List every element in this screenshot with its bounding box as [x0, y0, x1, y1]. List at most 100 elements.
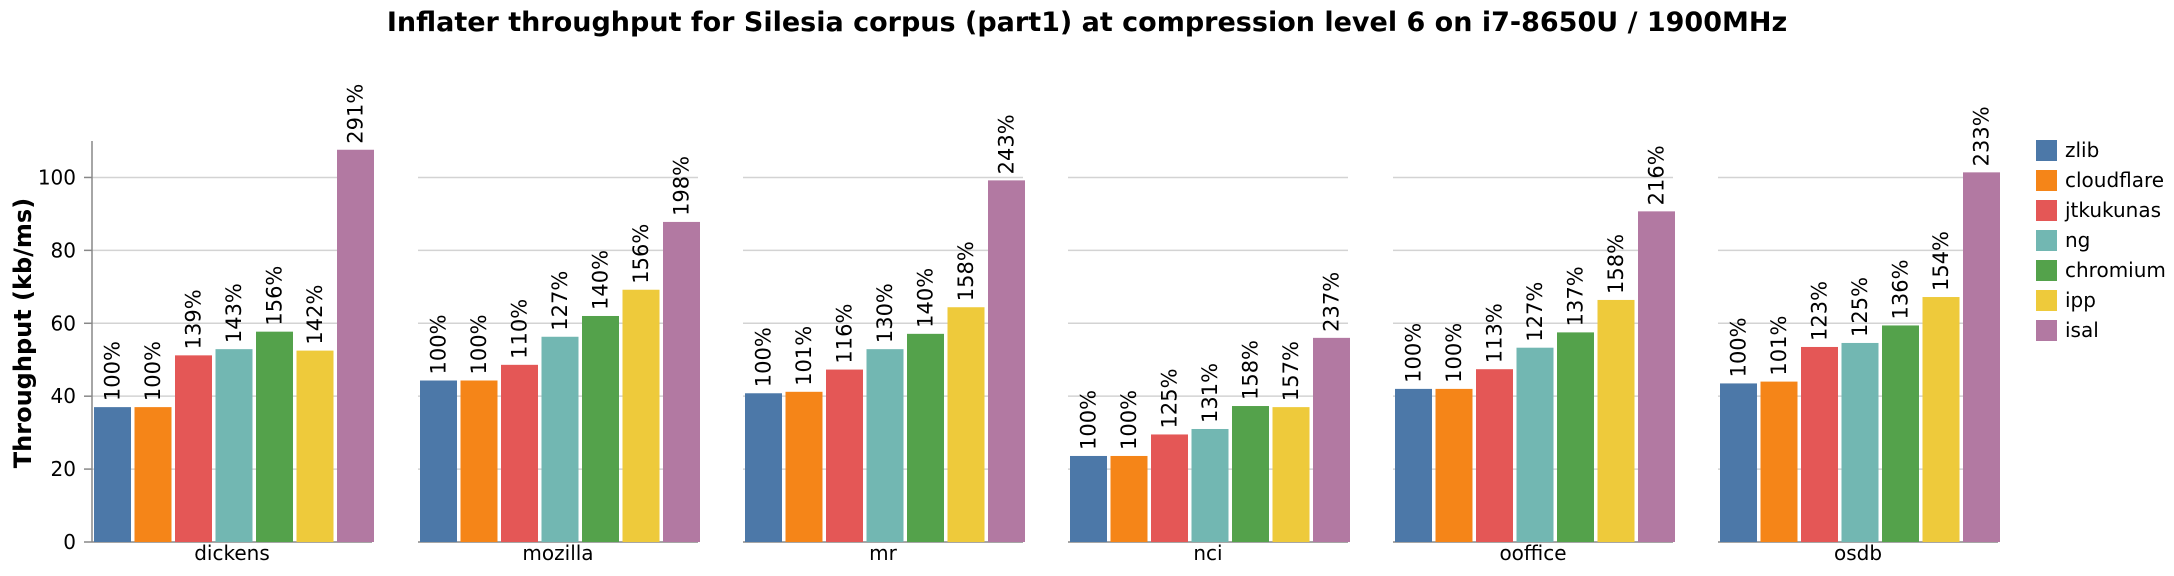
bar-ng-osdb — [1841, 342, 1879, 542]
data-label: 158% — [1239, 340, 1263, 400]
data-label: 100% — [1077, 390, 1101, 450]
data-label: 131% — [1198, 363, 1222, 423]
data-label: 125% — [1848, 277, 1872, 337]
bar-isal-nci — [1313, 337, 1350, 542]
legend-label-zlib: zlib — [2065, 138, 2099, 162]
bar-ipp-mr — [947, 307, 985, 542]
bar-isal-ooffice — [1638, 211, 1675, 542]
category-label-ooffice: ooffice — [1499, 541, 1566, 565]
data-label: 198% — [670, 156, 694, 216]
bar-jtkukunas-mozilla — [501, 364, 538, 542]
data-label: 237% — [1320, 272, 1344, 332]
bar-zlib-nci — [1070, 455, 1107, 542]
data-label: 139% — [182, 289, 206, 349]
bars — [94, 149, 2000, 543]
bar-isal-osdb — [1963, 172, 2000, 543]
y-axis: 0 20 40 60 80 100 — [38, 141, 93, 554]
data-label: 137% — [1564, 266, 1588, 326]
data-label: 100% — [1727, 317, 1751, 377]
data-label: 101% — [792, 326, 816, 386]
data-label: 100% — [101, 341, 125, 401]
bar-chromium-dickens — [256, 331, 293, 542]
bar-ipp-ooffice — [1597, 299, 1635, 542]
bar-zlib-dickens — [94, 407, 131, 542]
data-label: 156% — [629, 224, 653, 284]
y-tick-label: 100 — [38, 165, 76, 189]
chart-title: Inflater throughput for Silesia corpus (… — [387, 7, 1787, 38]
data-label: 100% — [752, 327, 776, 387]
data-label: 140% — [589, 250, 613, 310]
data-label: 130% — [873, 283, 897, 343]
bar-ipp-nci — [1272, 407, 1310, 542]
legend-label-chromium: chromium — [2065, 258, 2166, 282]
data-label: 116% — [833, 304, 857, 364]
category-label-nci: nci — [1193, 541, 1222, 565]
category-labels: dickens mozilla mr nci ooffice osdb — [194, 541, 1882, 565]
legend-swatch-jtkukunas — [2036, 200, 2057, 221]
legend-swatch-isal — [2036, 320, 2057, 341]
legend-swatch-zlib — [2036, 140, 2057, 161]
data-label: 125% — [1158, 368, 1182, 428]
bar-ng-dickens — [215, 349, 253, 542]
data-label: 136% — [1889, 259, 1913, 319]
data-label: 233% — [1970, 106, 1994, 166]
bar-zlib-mozilla — [420, 380, 457, 542]
bar-ipp-osdb — [1922, 297, 1960, 542]
data-label: 100% — [467, 314, 491, 374]
data-label: 101% — [1767, 316, 1791, 376]
category-label-mozilla: mozilla — [522, 541, 593, 565]
data-labels: 100% 100% 139% 143% 156% 142% 291% 100% 100% 110%… — [101, 84, 1994, 450]
bar-chromium-osdb — [1882, 325, 1919, 542]
data-label: 123% — [1808, 281, 1832, 341]
category-label-mr: mr — [869, 541, 897, 565]
legend: zlib cloudflare jtkukunas ng chromium ipp isal — [2036, 138, 2166, 342]
bar-cloudflare-osdb — [1760, 381, 1798, 542]
bar-ipp-mozilla — [622, 289, 660, 542]
y-tick-label: 60 — [51, 311, 76, 335]
bar-ipp-dickens — [296, 350, 334, 542]
y-tick-label: 20 — [51, 457, 76, 481]
category-label-osdb: osdb — [1834, 541, 1882, 565]
gridlines — [92, 176, 1998, 543]
bar-jtkukunas-dickens — [175, 355, 212, 542]
bar-chromium-nci — [1232, 406, 1269, 542]
legend-label-ng: ng — [2065, 228, 2090, 252]
data-label: 127% — [548, 271, 572, 331]
bar-zlib-mr — [745, 393, 782, 542]
data-label: 100% — [1442, 323, 1466, 383]
bar-chromium-mr — [907, 333, 944, 542]
y-tick-label: 80 — [51, 238, 76, 262]
data-label: 154% — [1929, 231, 1953, 291]
category-label-dickens: dickens — [194, 541, 270, 565]
data-label: 113% — [1483, 303, 1507, 363]
bar-isal-dickens — [337, 149, 374, 542]
bar-jtkukunas-nci — [1151, 434, 1188, 542]
data-label: 158% — [1604, 234, 1628, 294]
legend-label-isal: isal — [2065, 318, 2099, 342]
data-label: 140% — [914, 268, 938, 328]
bar-isal-mozilla — [663, 221, 700, 543]
y-tick-label: 0 — [63, 530, 76, 554]
data-label: 291% — [344, 84, 368, 144]
bar-zlib-ooffice — [1395, 388, 1432, 542]
y-axis-label: Throughput (kb/ms) — [9, 198, 37, 468]
bar-ng-ooffice — [1516, 347, 1554, 542]
data-label: 142% — [303, 285, 327, 345]
data-label: 157% — [1279, 341, 1303, 401]
legend-swatch-ng — [2036, 230, 2057, 251]
bar-jtkukunas-osdb — [1801, 346, 1838, 542]
bar-cloudflare-mr — [785, 391, 823, 542]
bar-ng-nci — [1191, 428, 1229, 542]
data-label: 110% — [508, 299, 532, 359]
data-label: 158% — [954, 241, 978, 301]
legend-swatch-ipp — [2036, 290, 2057, 311]
bar-isal-mr — [988, 180, 1025, 542]
bar-chromium-ooffice — [1557, 332, 1594, 542]
bar-cloudflare-dickens — [134, 407, 172, 542]
data-label: 156% — [263, 266, 287, 326]
bar-zlib-osdb — [1720, 383, 1757, 542]
legend-label-ipp: ipp — [2065, 288, 2096, 312]
data-label: 216% — [1645, 145, 1669, 205]
